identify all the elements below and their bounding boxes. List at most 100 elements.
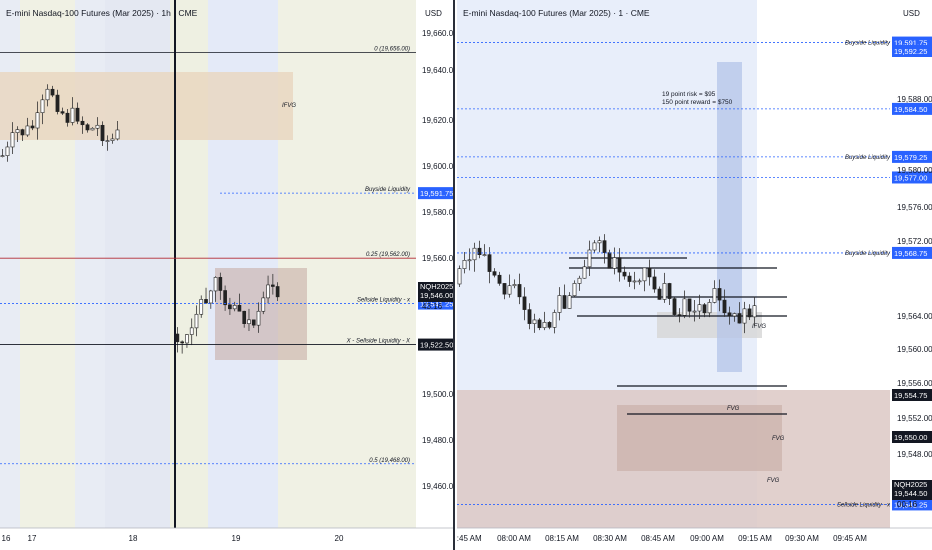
left-candle-b <box>232 305 237 310</box>
right-candle <box>527 309 532 324</box>
right-candle <box>682 298 687 316</box>
right-candle <box>547 322 552 328</box>
price-tag-text: 19,541.25 <box>420 300 453 309</box>
left-candle-a <box>85 124 90 131</box>
y-tick-label: 19,480.00 <box>422 436 455 445</box>
left-candle-a <box>5 146 10 156</box>
left-candle-a <box>90 127 95 131</box>
right-candle <box>562 295 567 309</box>
right-candle <box>657 288 662 300</box>
right-candle <box>647 267 652 278</box>
last-price-symbol: NQH2025 <box>894 480 927 489</box>
y-tick-label: 19,556.00 <box>897 379 932 388</box>
zone-label: FVG <box>727 406 740 412</box>
left-chart-title: E-mini Nasdaq-100 Futures (Mar 2025) · 1… <box>6 8 198 18</box>
left-candle-b <box>275 286 280 298</box>
left-candle-a <box>65 112 70 123</box>
level-label: 0.25 (19,562.00) <box>366 252 410 258</box>
price-tag <box>892 246 932 259</box>
right-chart-pane[interactable]: IFVG FVG FVG FVG 19 point risk = $95 150 poin… <box>457 0 932 550</box>
left-candle-a <box>115 129 120 140</box>
zone-label: IFVG <box>282 103 296 109</box>
price-tag-text: 19,579.25 <box>894 153 927 162</box>
fvg-zone <box>215 268 307 360</box>
left-candle-a <box>15 129 20 133</box>
left-candle-b <box>204 299 208 304</box>
left-candle-b <box>237 305 242 312</box>
right-candle <box>752 305 757 318</box>
x-tick-label: 08:00 AM <box>497 534 531 543</box>
right-candle <box>472 247 477 261</box>
right-candle <box>667 283 672 299</box>
annotation-text: 150 point reward = $750 <box>662 99 733 106</box>
price-tag <box>892 150 932 163</box>
x-tick-label: 09:30 AM <box>785 534 819 543</box>
left-candle-b <box>194 313 199 329</box>
left-candle-a <box>45 88 50 101</box>
left-candle-a <box>10 132 15 148</box>
price-tag-text: 19,577.00 <box>894 173 927 182</box>
level-label: Sellside Liquidity - x <box>837 502 891 508</box>
left-currency-label: USD <box>425 9 442 18</box>
left-candle-a <box>40 99 45 114</box>
right-candle <box>732 313 737 317</box>
right-candle <box>572 283 577 296</box>
x-tick-label: 19 <box>232 534 241 543</box>
right-candle <box>592 242 597 251</box>
y-tick-label: 19,600.00 <box>422 162 455 171</box>
level-label: 0 (19,656.00) <box>374 47 410 53</box>
right-candle <box>467 259 472 262</box>
right-candle <box>597 240 602 244</box>
right-candle <box>542 322 547 329</box>
price-tag <box>892 45 932 57</box>
last-price-symbol: NQH2025 <box>420 282 453 291</box>
right-candle <box>622 271 627 277</box>
y-tick-label: 19,572.00 <box>897 237 932 246</box>
x-tick-label: 18 <box>129 534 138 543</box>
right-candle <box>502 283 507 295</box>
y-tick-label: 19,500.00 <box>422 390 455 399</box>
right-candle <box>587 249 592 268</box>
price-tag-text: 19,591.75 <box>894 39 927 48</box>
last-price-value: 19,546.00 <box>420 291 453 300</box>
right-candle <box>487 254 492 272</box>
right-candle <box>672 298 677 315</box>
left-candle-b <box>247 319 251 324</box>
right-candle <box>662 283 667 300</box>
left-candle-a <box>60 111 65 114</box>
left-candle-b <box>175 333 180 343</box>
left-candle-b <box>266 284 270 299</box>
right-candle <box>497 274 502 284</box>
annotation-text: 19 point risk = $95 <box>662 91 716 98</box>
x-tick-label: 09:45 AM <box>833 534 867 543</box>
left-chart-pane[interactable]: IFVG 0 (19,656.00) Buyside Liquidity 19,591… <box>0 0 455 550</box>
left-candle-b <box>261 297 266 312</box>
left-candle-b <box>208 290 213 304</box>
left-chart-canvas[interactable]: IFVG 0 (19,656.00) Buyside Liquidity 19,591… <box>0 0 455 550</box>
right-candle <box>652 276 657 290</box>
right-candle <box>507 285 512 295</box>
right-chart-title: E-mini Nasdaq-100 Futures (Mar 2025) · 1… <box>463 8 650 18</box>
price-tag <box>892 498 932 511</box>
x-tick-label: 20 <box>335 534 344 543</box>
right-candle <box>717 288 722 301</box>
x-tick-label: 09:15 AM <box>738 534 772 543</box>
level-label: Buyside Liquidity <box>365 187 411 193</box>
right-candle <box>482 254 487 256</box>
right-candle <box>637 280 642 283</box>
ifvg-zone <box>0 72 293 140</box>
right-candle <box>742 308 747 324</box>
right-candle <box>457 268 462 285</box>
zone-label: FVG <box>767 478 780 484</box>
left-candle-a <box>35 112 40 129</box>
left-candle-a <box>25 125 30 136</box>
y-tick-label: 19,560.00 <box>897 345 932 354</box>
zone-label: IFVG <box>752 324 766 330</box>
countdown-label: 00:16 <box>897 500 918 509</box>
left-candle-b <box>271 284 275 287</box>
y-tick-label: 19,576.00 <box>897 203 932 212</box>
price-tag-text: 19,541.25 <box>894 500 927 509</box>
right-candle <box>697 304 702 312</box>
last-price-tag <box>892 480 932 500</box>
